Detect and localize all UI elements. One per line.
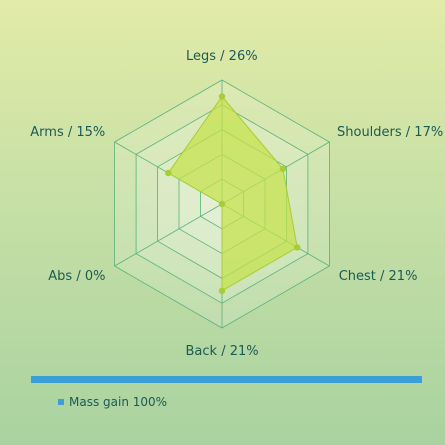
legend-divider bbox=[31, 376, 422, 383]
data-point-legs bbox=[218, 93, 226, 100]
axis-label-chest: Chest / 21% bbox=[338, 268, 418, 284]
data-point-back bbox=[218, 287, 226, 294]
data-point-shoulders bbox=[279, 165, 287, 173]
axis-label-legs: Legs / 26% bbox=[186, 49, 258, 64]
axis-label-shoulders: Shoulders / 17% bbox=[337, 124, 444, 140]
axis-label-arms: Arms / 15% bbox=[30, 124, 106, 140]
data-point-chest bbox=[294, 244, 301, 251]
legend-label: Mass gain 100% bbox=[69, 395, 168, 409]
spoke-abs bbox=[114, 203, 223, 267]
data-point-arms bbox=[165, 169, 172, 177]
axis-label-abs: Abs / 0% bbox=[48, 268, 106, 284]
data-point-abs bbox=[218, 200, 226, 208]
legend[interactable]: Mass gain 100% bbox=[58, 394, 167, 410]
axis-label-back: Back / 21% bbox=[185, 344, 259, 359]
legend-swatch bbox=[58, 399, 64, 405]
